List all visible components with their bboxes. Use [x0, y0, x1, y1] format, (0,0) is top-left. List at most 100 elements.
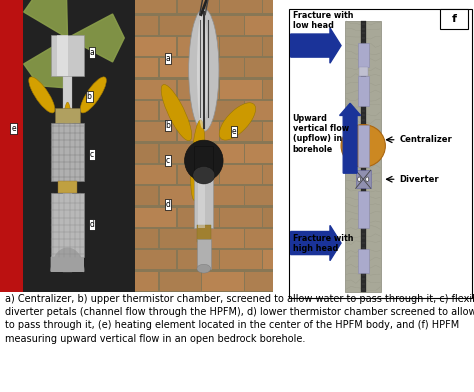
- Ellipse shape: [191, 120, 205, 200]
- Bar: [245, 229, 286, 248]
- Bar: [358, 43, 369, 67]
- Ellipse shape: [197, 12, 208, 129]
- Bar: [178, 0, 219, 13]
- Bar: [358, 125, 369, 167]
- Bar: [135, 208, 176, 227]
- Bar: [198, 169, 205, 228]
- Bar: [160, 58, 201, 77]
- Bar: [160, 16, 201, 35]
- Bar: [220, 208, 262, 227]
- Bar: [135, 80, 176, 99]
- Bar: [440, 9, 468, 29]
- Bar: [63, 73, 72, 272]
- Ellipse shape: [189, 9, 219, 131]
- Text: Upward
vertical flow
(upflow) in
borehole: Upward vertical flow (upflow) in borehol…: [292, 114, 349, 154]
- Bar: [135, 165, 176, 184]
- Text: a: a: [166, 54, 171, 63]
- Bar: [220, 165, 262, 184]
- Text: Diverter: Diverter: [386, 175, 439, 184]
- Bar: [263, 165, 304, 184]
- Bar: [178, 37, 219, 56]
- Bar: [178, 208, 219, 227]
- Bar: [356, 170, 371, 189]
- Bar: [178, 250, 219, 269]
- Bar: [117, 186, 158, 205]
- Bar: [51, 123, 84, 181]
- Bar: [358, 76, 369, 106]
- Ellipse shape: [184, 140, 223, 181]
- Bar: [197, 240, 210, 269]
- Bar: [135, 250, 176, 269]
- Ellipse shape: [366, 177, 369, 181]
- Bar: [23, 0, 135, 292]
- Bar: [202, 101, 244, 120]
- Bar: [263, 37, 304, 56]
- Bar: [160, 272, 201, 290]
- Bar: [178, 122, 219, 142]
- Ellipse shape: [80, 77, 106, 113]
- Ellipse shape: [63, 102, 72, 167]
- Ellipse shape: [29, 77, 55, 113]
- Bar: [135, 0, 176, 13]
- Bar: [51, 257, 84, 272]
- Ellipse shape: [161, 85, 191, 141]
- Bar: [202, 229, 244, 248]
- Ellipse shape: [358, 177, 361, 181]
- Polygon shape: [67, 14, 124, 62]
- Bar: [220, 80, 262, 99]
- FancyArrow shape: [339, 103, 361, 173]
- Bar: [220, 250, 262, 269]
- Bar: [245, 16, 286, 35]
- Ellipse shape: [197, 264, 210, 273]
- Text: Fracture with
low head: Fracture with low head: [292, 11, 353, 31]
- Bar: [57, 35, 67, 76]
- Bar: [194, 169, 213, 228]
- Bar: [117, 229, 158, 248]
- Bar: [0, 0, 23, 292]
- Ellipse shape: [193, 167, 215, 184]
- Bar: [245, 58, 286, 77]
- Bar: [202, 58, 244, 77]
- Bar: [202, 186, 244, 205]
- Polygon shape: [24, 0, 67, 38]
- Bar: [117, 58, 158, 77]
- Bar: [263, 0, 304, 13]
- Bar: [263, 250, 304, 269]
- Bar: [55, 108, 80, 123]
- Bar: [220, 122, 262, 142]
- Bar: [202, 272, 244, 290]
- Text: e: e: [232, 127, 237, 136]
- Bar: [160, 229, 201, 248]
- Bar: [202, 16, 244, 35]
- Bar: [160, 144, 201, 163]
- Bar: [51, 35, 84, 76]
- Bar: [245, 186, 286, 205]
- Bar: [160, 101, 201, 120]
- Bar: [194, 146, 213, 175]
- Bar: [51, 193, 84, 257]
- Bar: [135, 122, 176, 142]
- Polygon shape: [51, 248, 84, 272]
- Bar: [117, 144, 158, 163]
- Text: c: c: [90, 150, 94, 159]
- FancyArrow shape: [291, 28, 341, 63]
- Bar: [263, 80, 304, 99]
- Bar: [160, 186, 201, 205]
- Text: b: b: [87, 92, 91, 101]
- Bar: [135, 37, 176, 56]
- FancyArrow shape: [291, 225, 341, 261]
- Bar: [345, 21, 381, 292]
- Text: a) Centralizer, b) upper thermistor chamber, screened to allow water to pass thr: a) Centralizer, b) upper thermistor cham…: [5, 294, 474, 344]
- Text: Fracture with
high head: Fracture with high head: [292, 234, 353, 253]
- Bar: [263, 208, 304, 227]
- Polygon shape: [24, 38, 67, 88]
- Bar: [245, 272, 286, 290]
- Text: b: b: [165, 121, 171, 130]
- Bar: [58, 181, 77, 193]
- Bar: [202, 144, 244, 163]
- Bar: [220, 0, 262, 13]
- Bar: [178, 165, 219, 184]
- Text: a: a: [90, 48, 94, 57]
- Bar: [178, 80, 219, 99]
- Bar: [117, 16, 158, 35]
